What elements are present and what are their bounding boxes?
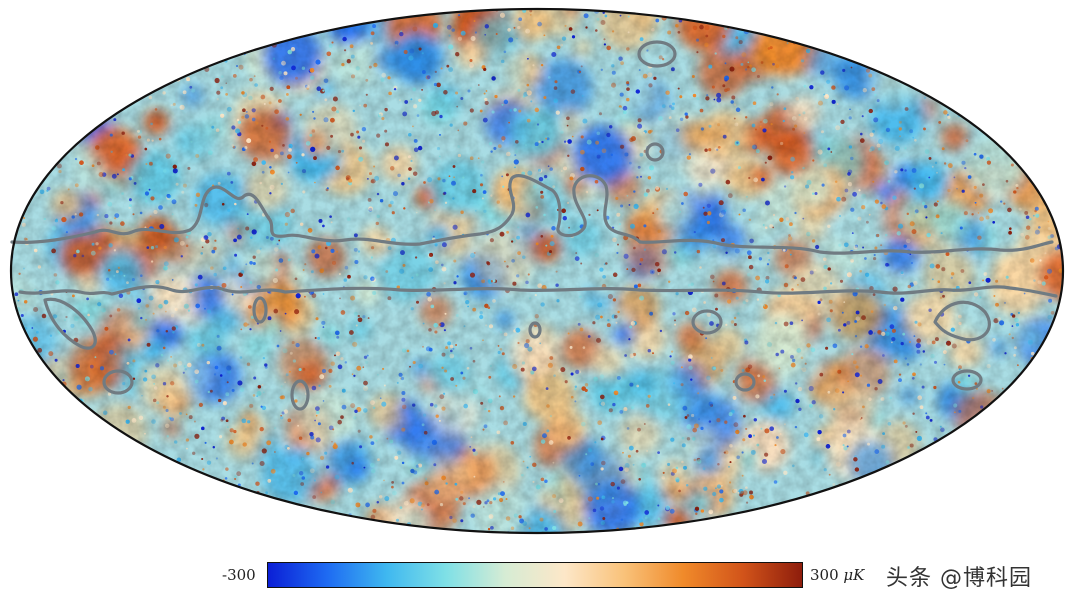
mask-island-top-right	[637, 40, 677, 68]
mask-island-lower-left	[290, 379, 310, 411]
mask-island-mid-center	[528, 321, 542, 339]
speckle-texture	[11, 9, 1063, 533]
map-outline	[9, 7, 1065, 535]
mask-contour-right	[933, 300, 991, 342]
fluctuation-speckle	[1003, 145, 1006, 148]
colorbar-gradient	[267, 562, 803, 588]
fluctuation-speckle	[8, 256, 10, 258]
fluctuation-speckle	[669, 525, 673, 529]
watermark-text: 头条 @博科园	[886, 566, 1032, 591]
mask-island-left-low	[102, 369, 134, 395]
colorbar-unit: μK	[843, 566, 865, 584]
colorbar-max-value: 300	[810, 566, 839, 584]
mollweide-map-svg	[8, 7, 1065, 535]
galactic-mask-contours	[10, 40, 1058, 411]
fluctuation-speckle	[669, 525, 673, 529]
colorbar-min-label: -300	[222, 566, 256, 584]
colorbar-row: -300 300 μK 头条 @博科园	[0, 556, 1080, 596]
cmb-sky-map	[8, 7, 1065, 535]
fluctuation-speckle	[1051, 329, 1054, 332]
mask-island-right-low	[951, 369, 983, 391]
mask-island-upper	[645, 142, 665, 162]
colorbar-max-label: 300 μK	[810, 566, 864, 584]
fluctuation-speckle	[8, 256, 10, 258]
mask-island-mid-left	[252, 296, 268, 324]
mask-island-lower-right	[734, 372, 756, 392]
fluctuation-speckle	[11, 299, 13, 304]
mask-island-center	[691, 309, 723, 335]
mask-contour-left	[43, 297, 97, 350]
mask-contour-lower	[18, 285, 1058, 298]
mask-contour-upper	[10, 174, 1054, 255]
fluctuation-speckle	[930, 445, 934, 449]
